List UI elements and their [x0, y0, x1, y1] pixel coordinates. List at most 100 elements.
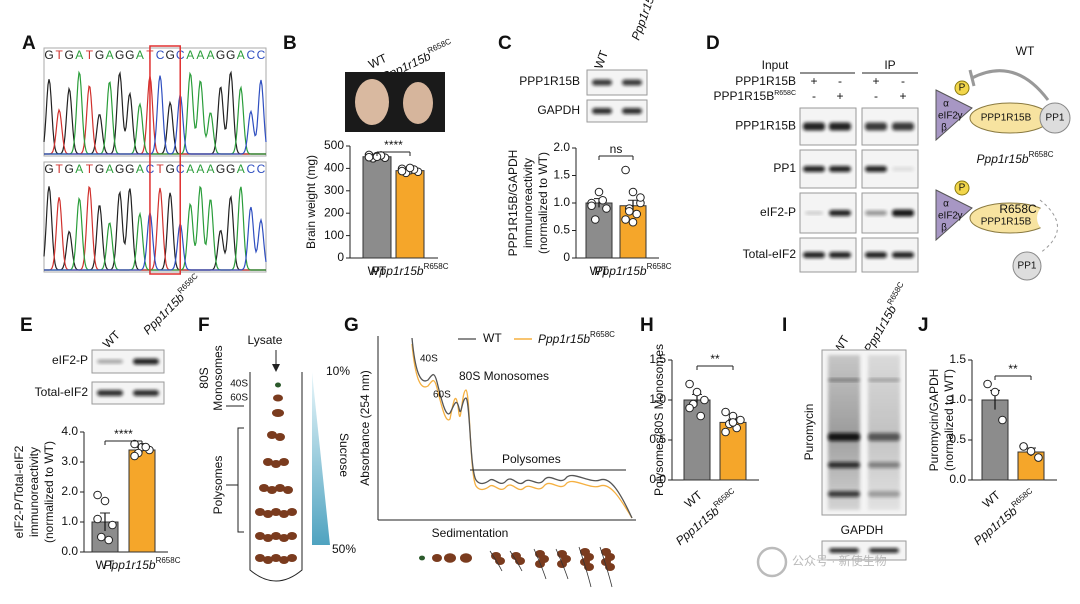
allele-superscript: R658C — [885, 280, 905, 306]
ribosome — [255, 554, 265, 562]
trace — [44, 206, 267, 271]
genotype-name: Ppp1r15b — [673, 504, 722, 548]
peak-label: 80S Monosomes — [459, 369, 549, 383]
phospho — [954, 80, 970, 96]
base: G — [165, 48, 174, 62]
band — [892, 167, 914, 171]
condition-name: PPP1R15B — [735, 74, 796, 88]
subunit: α — [943, 99, 949, 110]
data-point — [598, 195, 608, 205]
genotype-name: Ppp1r15b — [629, 0, 660, 42]
gradient-wedge — [312, 372, 330, 545]
blot-label: GAPDH — [537, 103, 580, 117]
sign: + — [899, 89, 906, 103]
base: A — [206, 162, 214, 176]
band — [829, 210, 851, 216]
gradient-label: 50% — [332, 542, 356, 556]
significance: ** — [1008, 362, 1018, 376]
row-label: PPP1R15B — [735, 119, 796, 133]
mrna — [599, 546, 613, 588]
significance: ns — [610, 142, 623, 156]
base: G — [216, 48, 225, 62]
y-tick-label: 2.0 — [61, 484, 78, 498]
header: Input — [762, 58, 789, 72]
data-point — [685, 379, 694, 389]
data-point — [141, 442, 151, 452]
allele-superscript: R658C — [424, 262, 449, 271]
ribosome — [255, 532, 265, 540]
data-point — [636, 193, 645, 202]
panel-label: D — [706, 33, 720, 54]
allele-superscript: R658C — [176, 271, 200, 295]
ribosome — [271, 460, 281, 468]
phospho-label: P — [959, 183, 966, 194]
base: T — [86, 162, 94, 176]
ppp1r15b-label: PPP1R15B — [981, 217, 1032, 228]
condition-label: PPP1R15B — [735, 74, 796, 88]
base: A — [136, 162, 144, 176]
subunit: γ — [958, 211, 963, 222]
data-point — [93, 514, 102, 524]
data-point — [364, 152, 374, 162]
ribosome — [279, 510, 289, 518]
y-tick-label: 100 — [324, 228, 344, 242]
column-header: Ppp1r15bR658C — [859, 280, 911, 355]
base: T — [55, 162, 63, 176]
band — [133, 358, 159, 365]
base: A — [237, 162, 245, 176]
column-header: WT — [591, 48, 611, 71]
subunit-label: 40S — [230, 379, 248, 390]
data-point — [998, 415, 1007, 425]
category-label: Ppp1r15bR658C — [595, 262, 672, 278]
trace-wt — [411, 337, 633, 519]
base: A — [75, 48, 83, 62]
data-point — [587, 201, 596, 211]
subunit-label: 60S — [230, 393, 248, 404]
allele-superscript: R658C — [712, 486, 737, 509]
band — [868, 433, 900, 441]
row-label: eIF2-P — [760, 205, 796, 219]
band — [803, 252, 825, 258]
category-label: WT — [980, 488, 1004, 511]
panel-label: E — [20, 315, 33, 336]
y-tick-label: 1.5 — [949, 352, 966, 366]
genotype-name: Ppp1r15b — [140, 290, 187, 337]
ribosome — [279, 458, 289, 466]
panel-label: C — [498, 33, 512, 54]
base: C — [247, 48, 256, 62]
y-tick-label: 0.0 — [649, 472, 666, 486]
band — [869, 548, 899, 553]
ribosome — [272, 409, 284, 417]
blot-label: GAPDH — [841, 523, 884, 537]
ribosome — [432, 554, 442, 562]
band — [622, 79, 642, 86]
panel-label: G — [344, 315, 359, 336]
mrna — [509, 550, 523, 572]
subunit: eIF2 — [938, 211, 958, 222]
y-tick-label: 0.0 — [949, 472, 966, 486]
base: A — [106, 48, 114, 62]
blot-label: PPP1R15B — [519, 74, 580, 88]
band — [868, 491, 900, 497]
base: C — [257, 48, 266, 62]
data-point — [108, 520, 117, 530]
tube — [249, 372, 303, 582]
y-tick-label: 2.0 — [553, 140, 570, 154]
category-label: Ppp1r15bR658C — [672, 486, 741, 548]
ribosome — [419, 555, 425, 561]
ribosome — [287, 532, 297, 540]
data-point — [397, 166, 407, 176]
trace-mutant — [411, 343, 633, 519]
ribosome — [584, 563, 594, 571]
column-header: Ppp1r15bR658C — [139, 271, 205, 337]
category-label: Ppp1r15bR658C — [372, 262, 449, 278]
allele-superscript: R658C — [647, 262, 672, 271]
y-tick-label: 0.5 — [949, 432, 966, 446]
base: A — [136, 48, 144, 62]
ribosome — [267, 431, 277, 439]
data-point — [1026, 446, 1036, 456]
y-tick-label: 0 — [563, 250, 570, 264]
panel-label: J — [918, 315, 929, 336]
band — [828, 378, 860, 382]
arrow-head — [272, 364, 280, 372]
